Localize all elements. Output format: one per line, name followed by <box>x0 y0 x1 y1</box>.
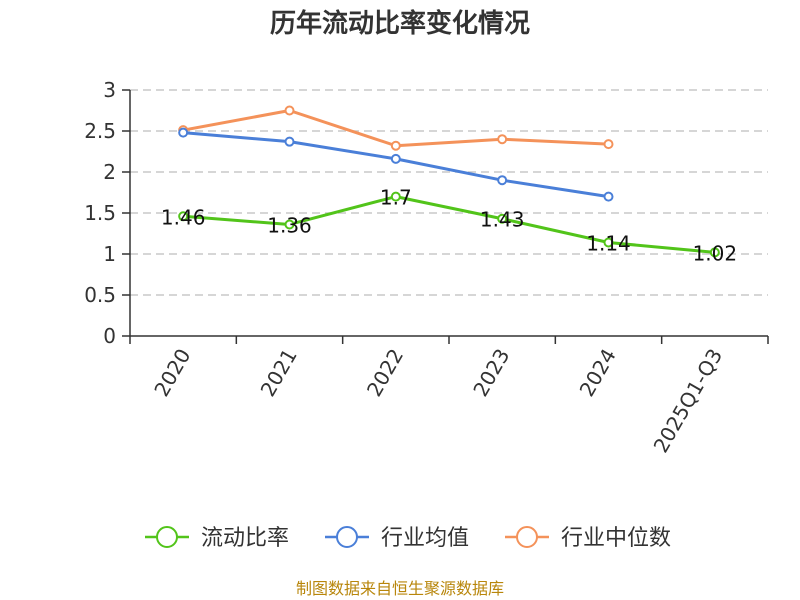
y-tick-label: 3 <box>103 78 116 102</box>
chart-title: 历年流动比率变化情况 <box>270 8 530 39</box>
data-point-industry_avg <box>497 175 508 186</box>
data-point-industry_avg <box>178 127 189 138</box>
legend-marker-icon <box>156 526 178 548</box>
x-tick-label: 2023 <box>468 344 514 400</box>
data-label: 1.46 <box>161 205 206 229</box>
x-tick-label: 2022 <box>362 345 408 401</box>
legend: 流动比率 行业均值 行业中位数 <box>145 526 671 551</box>
series-layer <box>178 105 720 258</box>
legend-label: 行业均值 <box>381 526 469 551</box>
data-point-industry_avg <box>603 191 614 202</box>
data-point-industry_median <box>284 105 295 116</box>
data-point-current_ratio <box>709 247 720 258</box>
data-point-current_ratio <box>178 211 189 222</box>
series-line-current_ratio <box>183 195 715 254</box>
data-label: 1.02 <box>693 241 738 265</box>
data-label: 1.14 <box>586 232 631 256</box>
legend-marker-icon <box>336 526 358 548</box>
data-label: 1.7 <box>380 186 412 210</box>
legend-item-industry_median: 行业中位数 <box>505 526 671 551</box>
y-tick-label: 1.5 <box>84 201 116 225</box>
data-label: 1.36 <box>267 213 312 237</box>
grid-layer <box>130 89 768 296</box>
y-tick-label: 2.5 <box>84 119 116 143</box>
y-tick-label: 2 <box>103 160 116 184</box>
legend-label: 流动比率 <box>201 526 289 551</box>
data-point-current_ratio <box>390 191 401 202</box>
legend-label: 行业中位数 <box>561 526 671 551</box>
legend-item-current_ratio: 流动比率 <box>145 526 289 551</box>
data-label: 1.43 <box>480 208 525 232</box>
data-point-industry_avg <box>284 136 295 147</box>
data-point-current_ratio <box>284 219 295 230</box>
y-tick-label: 1 <box>103 242 116 266</box>
data-point-current_ratio <box>603 237 614 248</box>
data-point-industry_median <box>390 140 401 151</box>
source-note: 制图数据来自恒生聚源数据库 <box>296 579 504 598</box>
data-label-layer: 1.46 1.36 1.7 1.43 1.14 1.02 <box>161 186 737 266</box>
data-point-industry_avg <box>390 153 401 164</box>
legend-item-industry_avg: 行业均值 <box>325 526 469 551</box>
x-tick-label: 2024 <box>575 345 621 401</box>
data-point-industry_median <box>603 139 614 150</box>
legend-marker-icon <box>516 526 538 548</box>
x-tick-label: 2025Q1-Q3 <box>648 345 727 457</box>
y-tick-label: 0 <box>103 324 116 348</box>
data-point-industry_median <box>497 134 508 145</box>
y-tick-label: 0.5 <box>84 283 116 307</box>
series-line-industry_median <box>182 109 609 148</box>
data-point-current_ratio <box>497 213 508 224</box>
x-tick-label: 2020 <box>149 345 195 401</box>
x-tick-label: 2021 <box>256 345 302 401</box>
